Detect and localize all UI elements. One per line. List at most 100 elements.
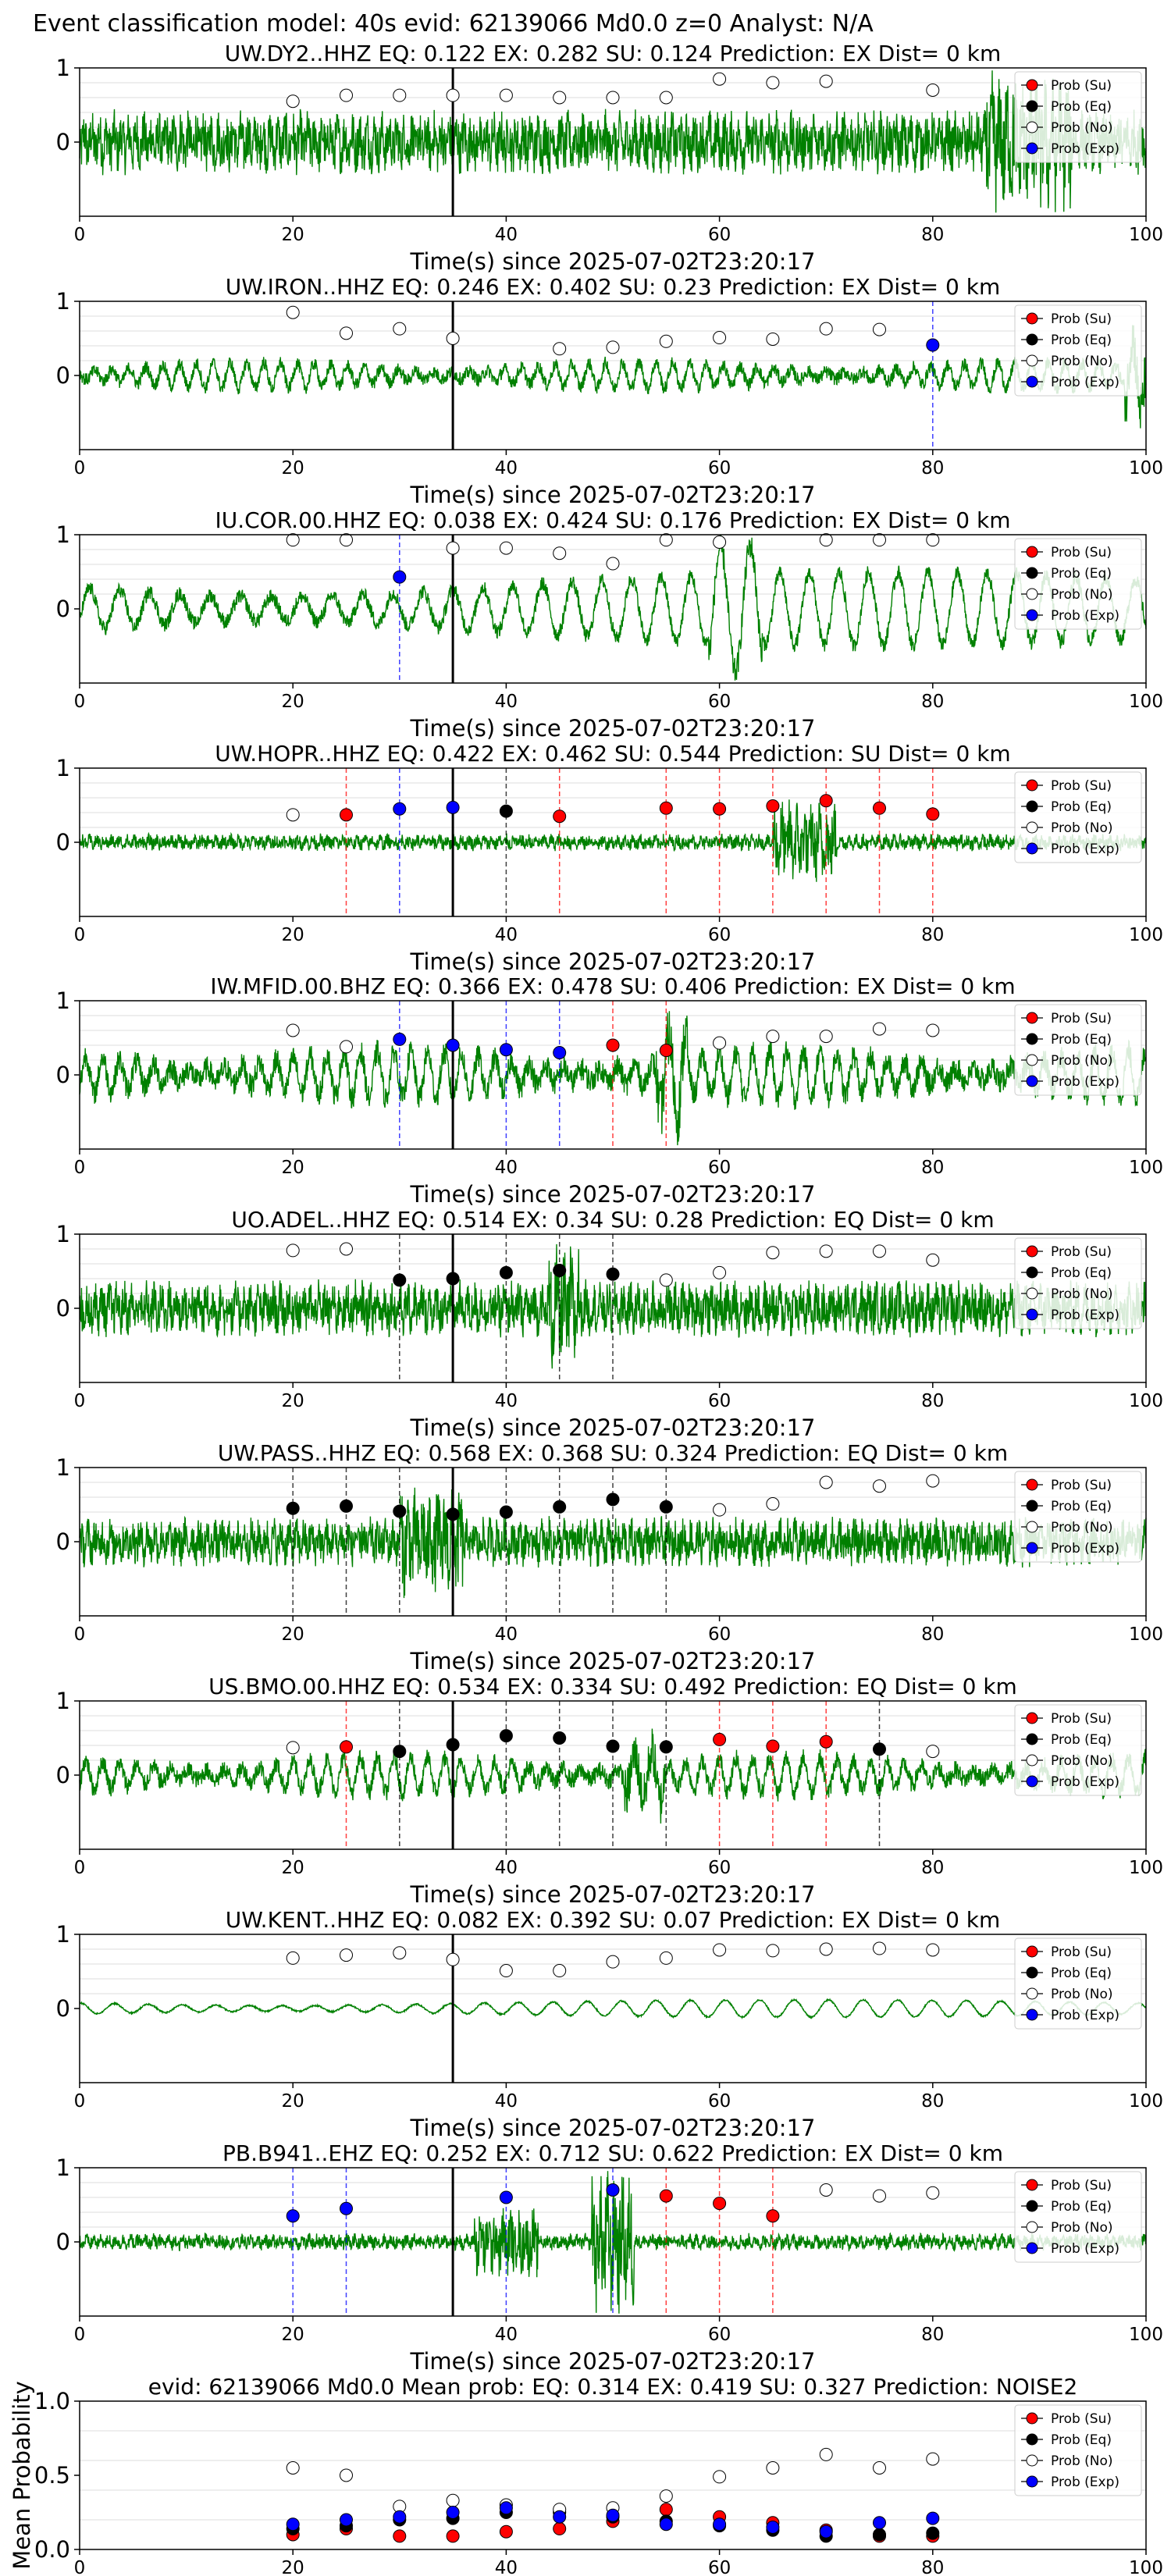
y-tick-label: 0 [56,362,70,389]
prob-no-marker [819,322,833,336]
mean-prob-exp-marker [553,2510,567,2524]
x-tick-label: 0 [74,458,86,479]
prob-eq-marker [286,1501,300,1515]
probability-markers [286,2447,940,2543]
legend-label-exp: Prob (Exp) [1051,2475,1119,2490]
y-tick-label: 1 [56,521,70,548]
prob-su-marker [340,808,353,822]
legend-label-eq: Prob (Eq) [1051,1732,1112,1748]
legend-marker-no [1026,121,1038,133]
x-axis-label: Time(s) since 2025-07-02T23:20:17 [410,1648,816,1674]
prob-su-marker [713,2197,727,2211]
legend-box [1014,1937,1142,2030]
prob-no-marker [340,1242,353,1256]
legend-label-no: Prob (No) [1051,1753,1113,1769]
legend-marker-eq [1026,1500,1038,1512]
legend-marker-exp [1026,375,1038,388]
x-tick-label: 40 [495,1624,518,1645]
x-tick-label: 40 [495,925,518,945]
legend: Prob (Su) Prob (Eq) Prob (No) Prob (Exp) [1014,538,1142,630]
prob-exp-marker [499,2190,513,2204]
legend-marker-eq [1026,1733,1038,1745]
prob-no-marker [393,88,407,102]
prob-eq-marker [499,1505,513,1519]
x-tick-label: 80 [921,925,944,945]
prob-no-marker [553,1964,567,1978]
x-axis-label: Time(s) since 2025-07-02T23:20:17 [410,2115,816,2141]
prob-su-marker [713,1732,727,1746]
x-tick-label: 0 [74,692,86,712]
prob-exp-marker [606,2183,620,2197]
legend-box [1014,1704,1142,1796]
legend-marker-su [1026,779,1038,792]
legend-label-exp: Prob (Exp) [1051,1541,1119,1557]
prob-exp-marker [446,800,460,814]
legend-label-no: Prob (No) [1051,820,1113,836]
legend-marker-eq [1026,2433,1038,2446]
waveform-trace [79,2171,1147,2314]
legend-marker-exp [1026,2008,1038,2021]
figure-suptitle: Event classification model: 40s evid: 62… [33,10,874,37]
prob-no-marker [926,2186,940,2200]
x-tick-label: 20 [282,2325,304,2345]
prob-no-marker [713,1036,727,1050]
x-tick-label: 0 [74,1158,86,1178]
legend-marker-eq [1026,567,1038,579]
prob-no-marker [606,1955,620,1969]
legend-label-no: Prob (No) [1051,354,1113,369]
prob-no-marker [286,808,300,822]
legend-marker-exp [1026,2475,1038,2488]
prob-no-marker [819,1244,833,1258]
prob-no-marker [873,1941,886,1955]
prob-no-marker [286,1023,300,1037]
x-tick-label: 0 [74,2325,86,2345]
waveform-trace [79,1728,1147,1824]
legend-marker-exp [1026,1075,1038,1087]
prob-su-marker [553,809,567,824]
legend-label-exp: Prob (Exp) [1051,2008,1119,2023]
x-tick-label: 0 [74,2558,86,2576]
mean-prob-exp-marker [499,2501,513,2515]
x-tick-label: 60 [708,925,731,945]
y-tick-label: 1 [56,288,70,315]
legend-box [1014,71,1142,163]
panel-title: IU.COR.00.HHZ EQ: 0.038 EX: 0.424 SU: 0.… [215,507,1010,533]
mean-prob-su-marker [553,2521,567,2535]
prob-su-marker [606,1038,620,1052]
prob-no-marker [766,1030,780,1044]
mean-prob-exp-marker [286,2517,300,2532]
legend-box [1014,1237,1142,1329]
mean-prob-no-marker [819,2447,833,2461]
legend-label-no: Prob (No) [1051,1520,1113,1535]
prob-eq-marker [393,1273,407,1287]
prob-no-marker [499,88,513,102]
panel-title: UW.KENT..HHZ EQ: 0.082 EX: 0.392 SU: 0.0… [226,1907,1001,1933]
prob-no-marker [340,1948,353,1962]
legend-label-exp: Prob (Exp) [1051,1308,1119,1323]
prob-no-marker [499,1964,513,1978]
prob-no-marker [873,322,886,336]
legend-label-su: Prob (Su) [1051,1478,1112,1493]
legend-label-no: Prob (No) [1051,1987,1113,2002]
waveform-trace [79,1487,1147,1599]
prob-exp-marker [393,802,407,816]
mean-prob-su-marker [393,2529,407,2543]
x-tick-label: 80 [921,692,944,712]
legend-marker-exp [1026,1775,1038,1788]
prob-no-marker [286,1951,300,1965]
x-tick-label: 60 [708,458,731,479]
x-tick-label: 40 [495,1858,518,1878]
x-tick-label: 40 [495,692,518,712]
legend: Prob (Su) Prob (Eq) Prob (No) Prob (Exp) [1014,1937,1142,2030]
mean-prob-no-marker [446,2493,460,2507]
probability-markers [286,1941,940,1978]
prob-eq-marker [606,1739,620,1753]
x-tick-label: 100 [1129,458,1163,479]
prob-su-marker [819,794,833,808]
legend-label-eq: Prob (Eq) [1051,2199,1112,2215]
prob-no-marker [340,88,353,102]
panel-7: UW.PASS..HHZ EQ: 0.568 EX: 0.368 SU: 0.3… [56,1440,1163,1674]
legend-box [1014,2171,1142,2263]
prob-su-marker [873,801,886,815]
panel-4: UW.HOPR..HHZ EQ: 0.422 EX: 0.462 SU: 0.5… [56,741,1163,975]
